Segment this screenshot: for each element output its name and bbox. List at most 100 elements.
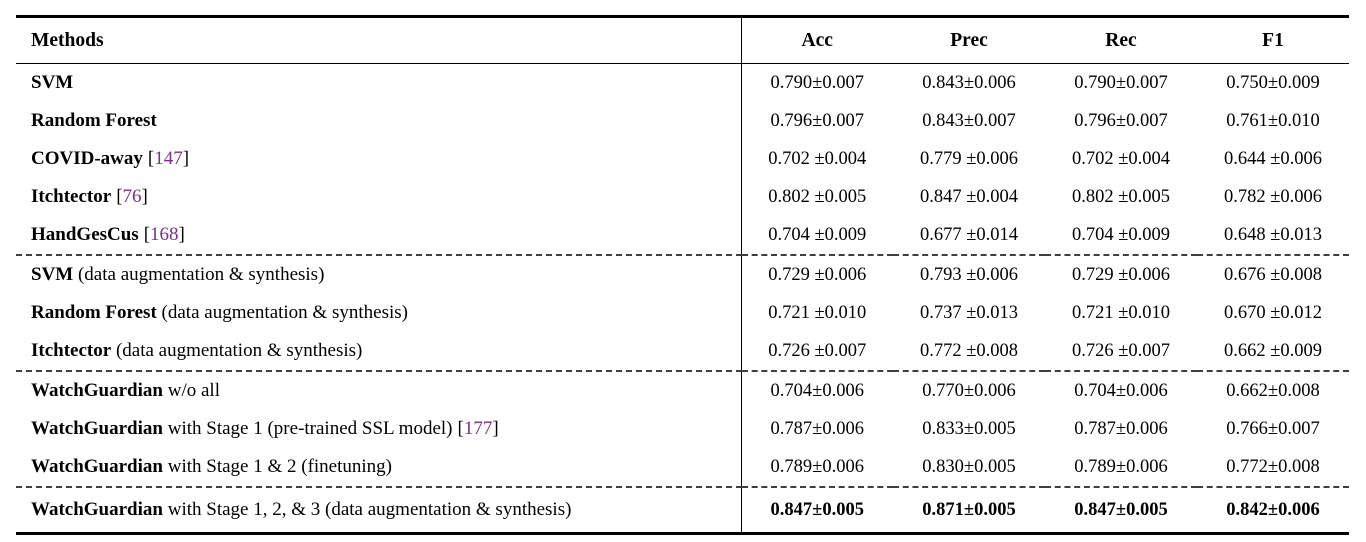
metric-value: 0.704 ±0.009 — [1045, 216, 1197, 256]
method-cell: Itchtector [76] — [16, 178, 742, 216]
table-row: SVM 0.790±0.007 0.843±0.006 0.790±0.007 0.75… — [16, 63, 1349, 102]
table-row: WatchGuardian with Stage 1 (pre-trained … — [16, 410, 1349, 448]
table-row: Random Forest 0.796±0.007 0.843±0.007 0.796… — [16, 102, 1349, 140]
metric-value: 0.830±0.005 — [893, 448, 1045, 488]
citation-bracket-close: ] — [492, 418, 499, 439]
method-name: HandGesCus — [31, 224, 139, 245]
method-cell: Random Forest — [16, 102, 742, 140]
metric-value: 0.802 ±0.005 — [1071, 186, 1171, 207]
method-cell: COVID-away [147] — [16, 140, 742, 178]
table-row: Itchtector (data augmentation & synthesi… — [16, 332, 1349, 372]
method-cell: WatchGuardian with Stage 1 & 2 (finetuni… — [16, 448, 742, 488]
table-row: WatchGuardian w/o all 0.704±0.006 0.770±0.… — [16, 371, 1349, 410]
method-desc: with Stage 1, 2, & 3 (data augmentation … — [162, 499, 572, 520]
citation-link[interactable]: [147] — [148, 148, 189, 169]
method-desc: (data augmentation & synthesis) — [156, 302, 408, 323]
metric-value: 0.702 ±0.004 — [1071, 148, 1171, 169]
citation-number: 168 — [150, 224, 179, 245]
metric-value: 0.662 ±0.009 — [1197, 332, 1349, 372]
method-cell: HandGesCus [168] — [16, 216, 742, 256]
metric-value: 0.704 ±0.009 — [741, 216, 893, 256]
method-desc: (data augmentation & synthesis) — [111, 340, 363, 361]
metric-value: 0.833±0.005 — [922, 418, 1016, 439]
metric-value: 0.772 ±0.008 — [893, 332, 1045, 372]
metric-value: 0.721 ±0.010 — [1071, 302, 1171, 323]
table-header: Methods Acc Prec Rec F1 — [16, 16, 1349, 64]
citation-number: 177 — [463, 418, 493, 439]
metric-value: 0.843±0.007 — [922, 110, 1016, 131]
metric-value: 0.721 ±0.010 — [768, 302, 867, 323]
method-cell: Random Forest (data augmentation & synth… — [16, 294, 742, 332]
results-table: Methods Acc Prec Rec F1 SVM 0.790±0.007 0.… — [16, 15, 1349, 535]
method-desc: w/o all — [162, 380, 220, 401]
results-table-container: Methods Acc Prec Rec F1 SVM 0.790±0.007 0.… — [16, 15, 1349, 535]
method-cell: Itchtector (data augmentation & synthesi… — [16, 332, 742, 372]
table-row: SVM (data augmentation & synthesis) 0.729… — [16, 255, 1349, 294]
metric-value: 0.737 ±0.013 — [919, 302, 1019, 323]
citation-bracket-close: ] — [182, 148, 190, 169]
metric-value: 0.790±0.007 — [770, 72, 864, 93]
metric-value: 0.847 ±0.004 — [919, 186, 1019, 207]
method-desc: with Stage 1 (pre-trained SSL model) — [162, 418, 453, 439]
header-row: Methods Acc Prec Rec F1 — [16, 16, 1349, 64]
method-name: Random Forest — [31, 302, 157, 323]
method-name: SVM — [31, 72, 74, 93]
method-name: WatchGuardian — [31, 456, 163, 477]
table-row: Itchtector [76] 0.802 ±0.005 0.847 ±0.004 0.… — [16, 178, 1349, 216]
method-name: WatchGuardian — [31, 418, 163, 439]
method-desc: (data augmentation & synthesis) — [73, 264, 325, 285]
citation-number: 147 — [154, 148, 183, 169]
metric-value: 0.871±0.005 — [922, 499, 1016, 520]
metric-value: 0.644 ±0.006 — [1223, 148, 1323, 169]
citation-bracket-close: ] — [141, 186, 148, 207]
citation-link[interactable]: [168] — [144, 224, 185, 245]
column-header-acc: Acc — [741, 16, 893, 64]
metric-value: 0.704±0.006 — [770, 380, 864, 401]
metric-value: 0.670 ±0.012 — [1223, 302, 1323, 323]
metric-value: 0.750±0.009 — [1226, 72, 1320, 93]
metric-value: 0.843±0.006 — [922, 72, 1016, 93]
metric-value: 0.704±0.006 — [1074, 380, 1168, 401]
metric-value: 0.789±0.006 — [1045, 448, 1197, 488]
metric-value: 0.766±0.007 — [1226, 418, 1320, 439]
table-row: COVID-away [147] 0.702 ±0.004 0.779 ±0.006 0… — [16, 140, 1349, 178]
column-header-rec: Rec — [1045, 16, 1197, 64]
metric-value: 0.772±0.008 — [1197, 448, 1349, 488]
citation-number: 76 — [122, 186, 142, 207]
citation-link[interactable]: [177] — [458, 418, 499, 439]
method-name: Itchtector — [31, 340, 112, 361]
metric-value: 0.726 ±0.007 — [1045, 332, 1197, 372]
citation-link[interactable]: [76] — [116, 186, 148, 207]
method-cell: SVM — [16, 63, 742, 102]
metric-value: 0.779 ±0.006 — [919, 148, 1019, 169]
metric-value: 0.782 ±0.006 — [1223, 186, 1323, 207]
metric-value: 0.770±0.006 — [922, 380, 1016, 401]
table-row: Random Forest (data augmentation & synth… — [16, 294, 1349, 332]
metric-value: 0.789±0.006 — [741, 448, 893, 488]
table-body: SVM 0.790±0.007 0.843±0.006 0.790±0.007 0.75… — [16, 63, 1349, 534]
metric-value: 0.847±0.005 — [770, 499, 864, 520]
method-name: COVID-away — [31, 148, 143, 169]
method-name: WatchGuardian — [31, 380, 163, 401]
metric-value: 0.790±0.007 — [1074, 72, 1168, 93]
metric-value: 0.648 ±0.013 — [1197, 216, 1349, 256]
metric-value: 0.676 ±0.008 — [1223, 264, 1323, 285]
metric-value: 0.796±0.007 — [770, 110, 864, 131]
metric-value: 0.793 ±0.006 — [919, 264, 1019, 285]
metric-value: 0.842±0.006 — [1226, 499, 1320, 520]
citation-bracket-open: [ — [457, 418, 464, 439]
column-header-prec: Prec — [893, 16, 1045, 64]
citation-bracket-open: [ — [147, 148, 155, 169]
metric-value: 0.802 ±0.005 — [768, 186, 867, 207]
metric-value: 0.702 ±0.004 — [768, 148, 867, 169]
metric-value: 0.787±0.006 — [1074, 418, 1168, 439]
method-cell: WatchGuardian w/o all — [16, 371, 742, 410]
column-header-f1: F1 — [1197, 16, 1349, 64]
method-name: WatchGuardian — [31, 499, 163, 520]
citation-bracket-close: ] — [178, 224, 185, 245]
metric-value: 0.729 ±0.006 — [1071, 264, 1171, 285]
citation-bracket-open: [ — [143, 224, 151, 245]
table-row: WatchGuardian with Stage 1 & 2 (finetuni… — [16, 448, 1349, 488]
metric-value: 0.787±0.006 — [770, 418, 864, 439]
metric-value: 0.677 ±0.014 — [893, 216, 1045, 256]
